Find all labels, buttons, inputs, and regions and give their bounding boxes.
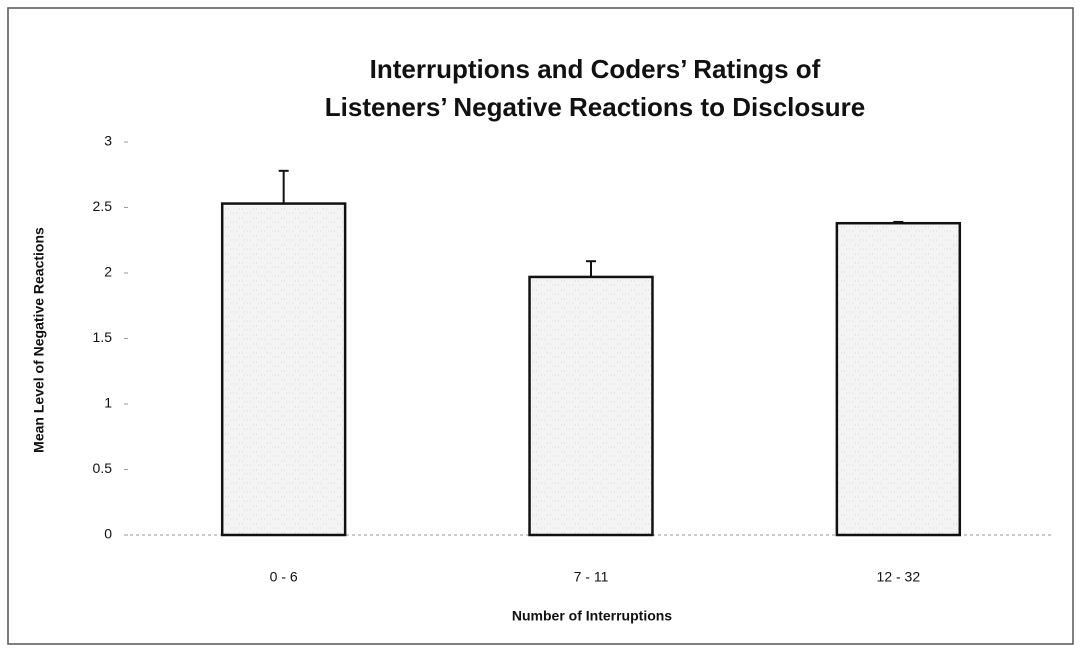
y-tick-label: 0 — [104, 526, 112, 542]
y-tick-label: 2 — [104, 264, 112, 280]
x-axis-title: Number of Interruptions — [512, 608, 672, 624]
y-tick-label: 1.5 — [93, 329, 113, 345]
bar — [528, 275, 654, 537]
chart-title: Listeners’ Negative Reactions to Disclos… — [325, 92, 865, 122]
y-tick-label: 1 — [104, 395, 112, 411]
y-axis-title: Mean Level of Negative Reactions — [31, 227, 47, 453]
bar — [835, 221, 962, 537]
x-tick-label: 0 - 6 — [270, 569, 298, 585]
x-tick-label: 12 - 32 — [877, 569, 921, 585]
y-tick-label: 0.5 — [93, 460, 113, 476]
y-tick-label: 3 — [104, 133, 112, 149]
chart-title: Interruptions and Coders’ Ratings of — [370, 54, 821, 84]
y-tick-label: 2.5 — [93, 198, 113, 214]
bar — [220, 202, 347, 537]
x-tick-label: 7 - 11 — [574, 569, 609, 585]
